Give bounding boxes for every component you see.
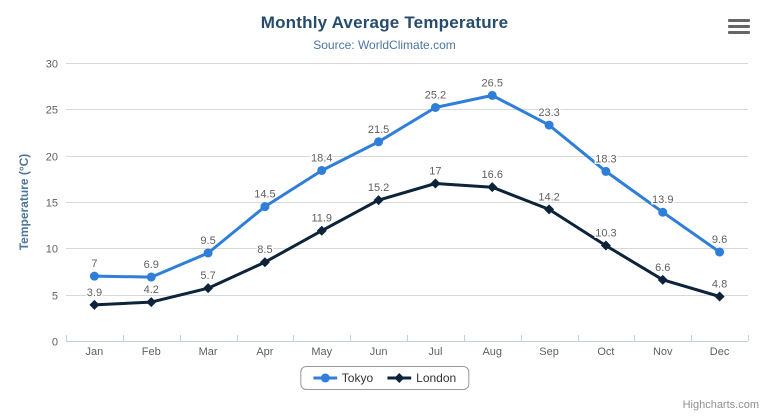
legend-item-london[interactable]: London [387,371,456,385]
data-point-tokyo[interactable] [430,102,440,112]
export-menu-button[interactable] [728,19,750,34]
data-label-london: 10.3 [595,228,616,240]
data-point-tokyo[interactable] [317,165,327,175]
hamburger-icon [728,19,750,22]
data-point-london[interactable] [146,297,157,308]
data-point-tokyo[interactable] [374,137,384,147]
x-tick-label: Jan [86,346,104,358]
data-point-london[interactable] [316,225,327,236]
data-label-london: 17 [429,165,441,177]
x-tick-label: Dec [710,346,730,358]
y-tick-label: 10 [46,244,58,256]
data-label-tokyo: 18.4 [311,152,332,164]
data-label-tokyo: 13.9 [652,194,673,206]
data-point-london[interactable] [714,291,725,302]
x-tick-label: Aug [482,346,502,358]
data-point-tokyo[interactable] [146,272,156,282]
data-label-tokyo: 25.2 [425,89,446,101]
data-point-london[interactable] [544,204,555,215]
hamburger-icon [728,25,750,28]
data-point-london[interactable] [259,257,270,268]
data-label-london: 8.5 [257,244,272,256]
series-line-tokyo [92,93,722,279]
data-point-tokyo[interactable] [544,120,554,130]
legend-item-tokyo[interactable]: Tokyo [312,371,374,385]
y-tick-label: 0 [52,337,58,349]
data-label-london: 4.8 [712,279,727,291]
y-tick-label: 5 [52,291,58,303]
data-point-london[interactable] [600,240,611,251]
data-label-london: 14.2 [538,191,559,203]
data-label-london: 15.2 [368,182,389,194]
data-point-tokyo[interactable] [601,166,611,176]
x-tick-label: Jul [428,346,442,358]
hamburger-icon [728,31,750,34]
x-tick-label: Sep [539,346,559,358]
x-tick-label: Mar [199,346,218,358]
data-label-london: 6.6 [655,262,670,274]
y-tick-label: 20 [46,152,58,164]
data-point-tokyo[interactable] [658,207,668,217]
data-label-tokyo: 14.5 [254,189,275,201]
x-tick-label: Apr [256,346,273,358]
data-label-tokyo: 26.5 [482,77,503,89]
data-point-london[interactable] [373,195,384,206]
data-point-tokyo[interactable] [260,202,270,212]
data-point-tokyo[interactable] [715,247,725,257]
x-tick-label: Jun [370,346,388,358]
x-tick-label: Oct [597,346,614,358]
data-point-london[interactable] [89,299,100,310]
legend-label-london: London [416,371,457,385]
data-label-london: 16.6 [482,169,503,181]
y-axis-title: Temperature (°C) [17,154,31,251]
data-label-london: 11.9 [311,213,332,225]
legend: Tokyo London [299,366,470,390]
data-label-tokyo: 6.9 [144,259,159,271]
legend-label-tokyo: Tokyo [341,371,374,385]
data-point-london[interactable] [430,178,441,189]
data-point-london[interactable] [487,182,498,193]
y-tick-label: 15 [46,198,58,210]
highcharts-credit[interactable]: Highcharts.com [682,399,759,411]
data-label-london: 5.7 [200,270,215,282]
data-label-tokyo: 21.5 [368,124,389,136]
chart-title: Monthly Average Temperature [260,13,509,32]
legend-marker-london [387,373,412,383]
data-label-tokyo: 9.6 [712,234,727,246]
x-tick-label: Nov [653,346,673,358]
data-label-tokyo: 23.3 [538,107,559,119]
data-point-tokyo[interactable] [89,271,99,281]
data-label-london: 4.2 [144,284,159,296]
data-label-tokyo: 18.3 [595,153,616,165]
data-label-tokyo: 7 [91,258,97,270]
data-point-london[interactable] [657,274,668,285]
series-line-london [92,182,722,307]
legend-marker-tokyo [312,373,337,383]
data-point-london[interactable] [203,283,214,294]
data-label-london: 3.9 [87,287,102,299]
data-label-tokyo: 9.5 [200,235,215,247]
data-point-tokyo[interactable] [203,248,213,258]
x-tick-label: May [311,346,332,358]
data-point-tokyo[interactable] [487,90,497,100]
chart-subtitle: Source: WorldClimate.com [313,38,456,52]
x-tick-label: Feb [142,346,161,358]
y-tick-label: 30 [46,59,58,71]
y-tick-label: 25 [46,105,58,117]
